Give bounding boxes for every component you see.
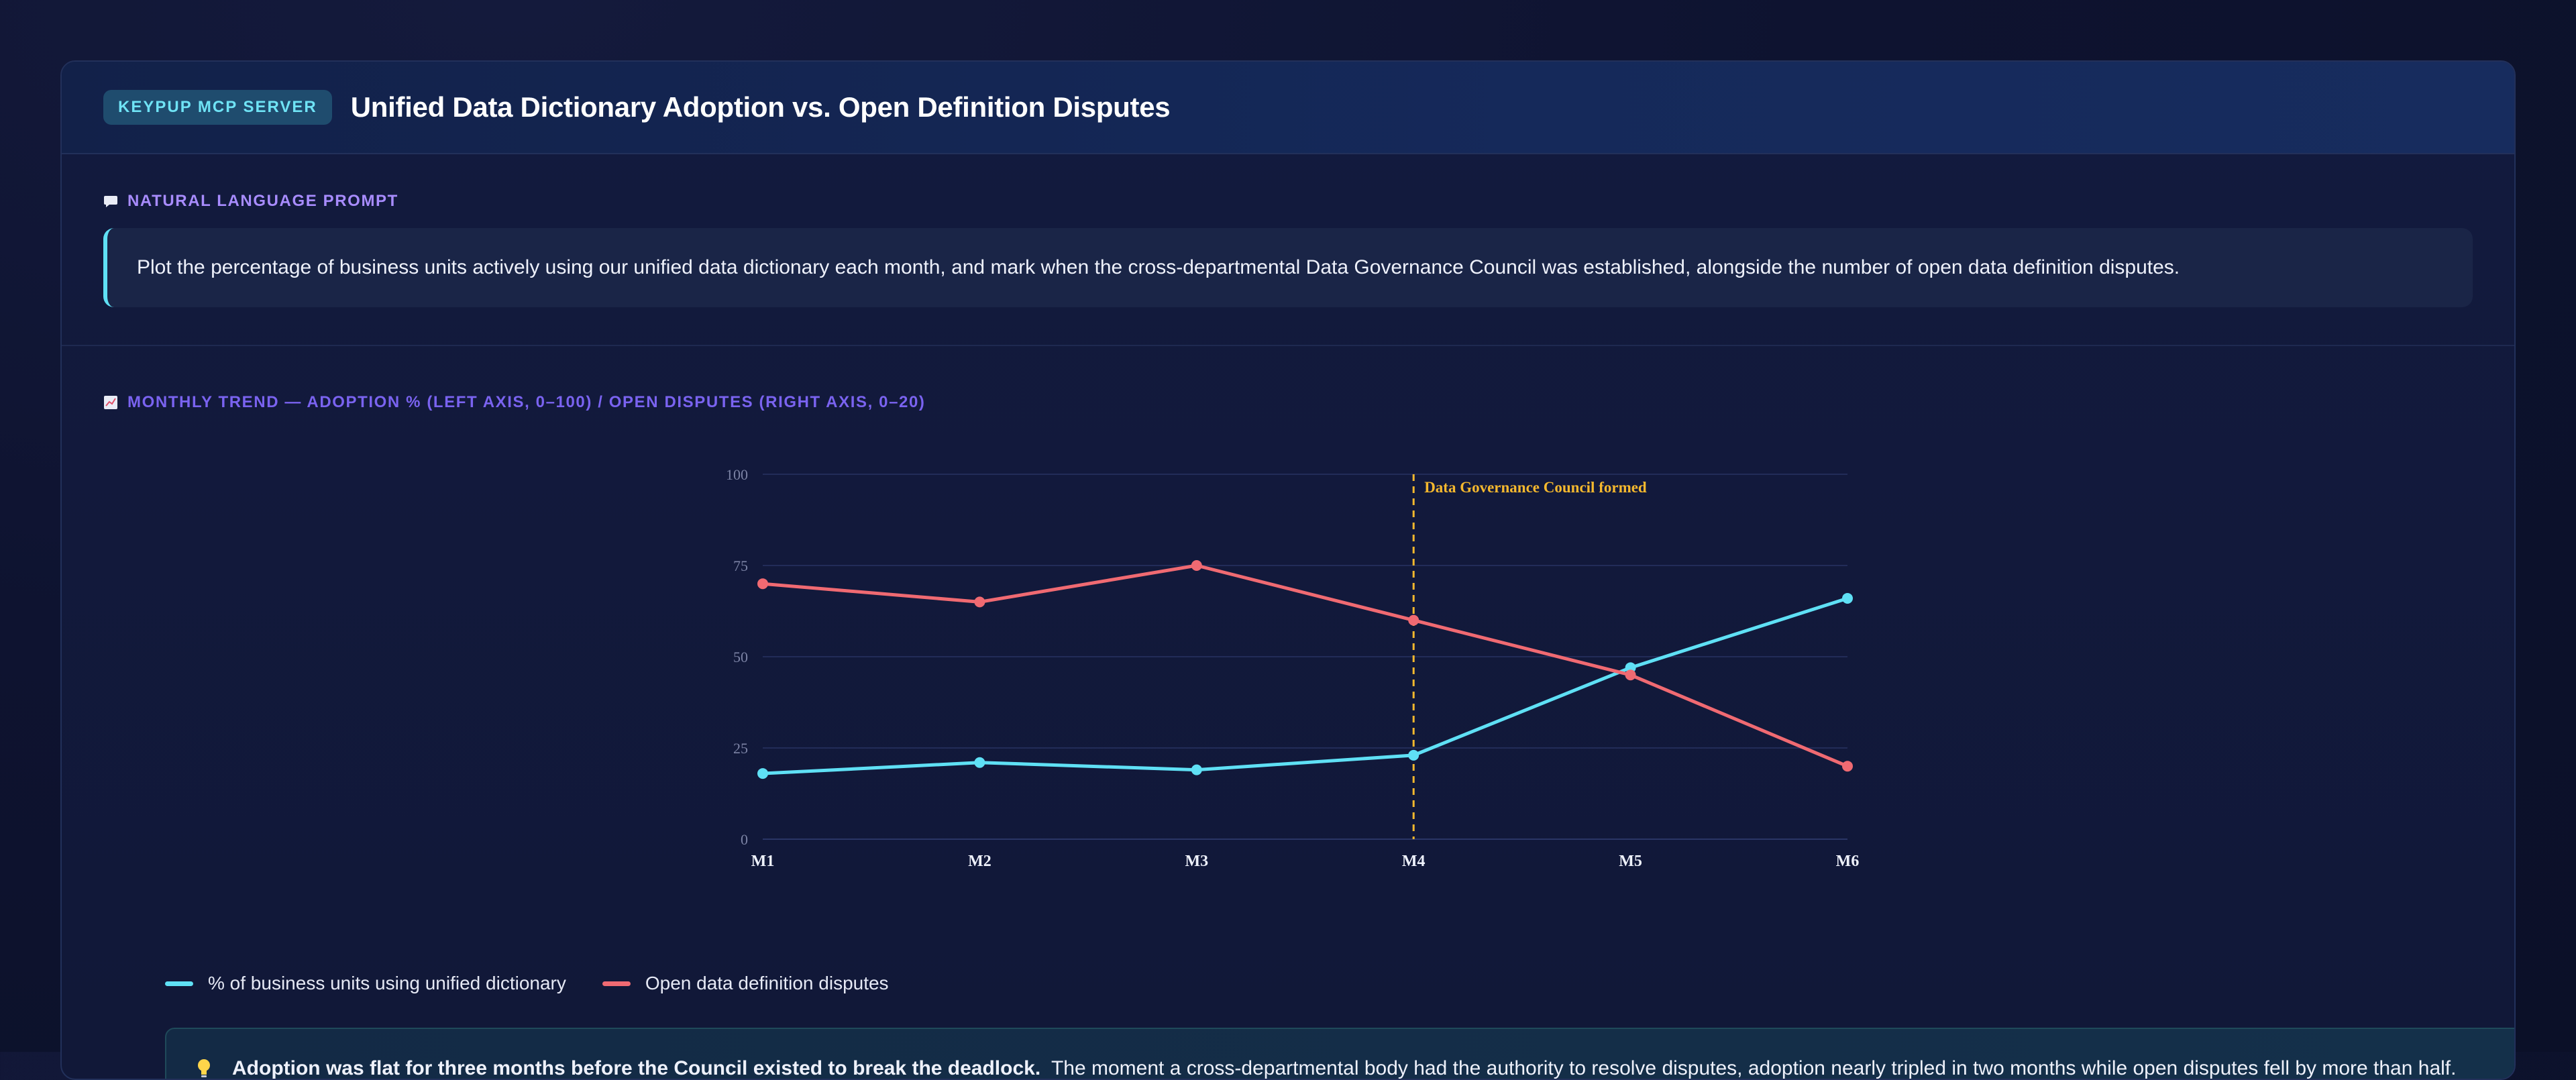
chart-icon	[104, 396, 117, 409]
legend-label-adoption: % of business units using unified dictio…	[208, 973, 566, 993]
data-point-disputes	[757, 578, 768, 590]
y-tick-label: 25	[733, 740, 748, 757]
x-tick-label: M4	[1402, 853, 1426, 870]
x-tick-label: M5	[1619, 853, 1642, 870]
data-point-disputes	[1191, 560, 1202, 571]
y-tick-label: 100	[726, 466, 748, 483]
legend-swatch-adoption	[165, 981, 193, 986]
x-tick-label: M1	[751, 853, 775, 870]
data-point-adoption	[1625, 662, 1636, 673]
chart-section-label: MONTHLY TREND — ADOPTION % (LEFT AXIS, 0…	[103, 393, 2473, 412]
x-tick-label: M3	[1185, 853, 1208, 870]
page-title: Unified Data Dictionary Adoption vs. Ope…	[350, 91, 1171, 123]
lightbulb-icon	[198, 1059, 210, 1077]
data-point-adoption	[1842, 592, 1853, 604]
y-tick-label: 0	[741, 831, 748, 848]
data-point-disputes	[1625, 669, 1636, 681]
data-point-disputes	[1842, 761, 1853, 772]
prompt-text: Plot the percentage of business units ac…	[103, 228, 2473, 307]
data-point-disputes	[974, 596, 985, 608]
series-line-disputes	[762, 563, 1848, 768]
chart-label-text: MONTHLY TREND — ADOPTION % (LEFT AXIS, 0…	[127, 393, 926, 411]
chart-legend: % of business units using unified dictio…	[165, 973, 925, 994]
x-tick-label: M2	[968, 853, 991, 870]
insight-callout: Adoption was flat for three months befor…	[165, 1028, 2514, 1079]
legend-item-adoption: % of business units using unified dictio…	[165, 973, 566, 994]
data-point-adoption	[974, 757, 985, 768]
speech-bubble-icon	[104, 196, 117, 207]
legend-item-disputes: Open data definition disputes	[602, 973, 889, 994]
report-card: KEYPUP MCP SERVER Unified Data Dictionar…	[60, 60, 2516, 1080]
data-point-disputes	[1408, 614, 1419, 626]
legend-swatch-disputes	[602, 981, 631, 986]
annotation-label: Data Governance Council formed	[1424, 479, 1647, 496]
prompt-label-text: NATURAL LANGUAGE PROMPT	[127, 192, 398, 210]
x-tick-label: M6	[1836, 853, 1860, 870]
insight-bold-text: Adoption was flat for three months befor…	[232, 1057, 1041, 1079]
series-line-adoption	[762, 596, 1848, 775]
data-point-adoption	[757, 768, 768, 779]
data-point-adoption	[1191, 764, 1202, 775]
data-point-adoption	[1408, 749, 1419, 761]
y-tick-label: 75	[733, 557, 748, 574]
y-tick-label: 50	[733, 649, 748, 665]
prompt-section: NATURAL LANGUAGE PROMPT Plot the percent…	[62, 154, 2514, 346]
card-header: KEYPUP MCP SERVER Unified Data Dictionar…	[62, 62, 2514, 154]
chart-section: MONTHLY TREND — ADOPTION % (LEFT AXIS, 0…	[62, 346, 2514, 412]
legend-label-disputes: Open data definition disputes	[645, 973, 889, 993]
server-badge: KEYPUP MCP SERVER	[103, 90, 332, 125]
insight-text: The moment a cross-departmental body had…	[1051, 1057, 2457, 1079]
prompt-section-label: NATURAL LANGUAGE PROMPT	[103, 192, 2473, 211]
